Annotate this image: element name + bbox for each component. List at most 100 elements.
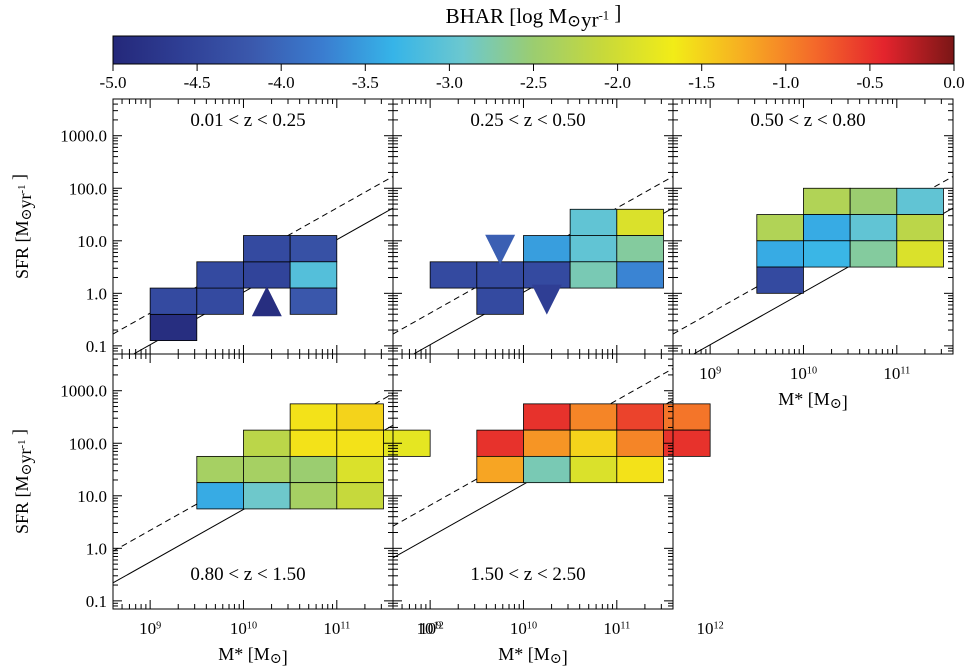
colorbar: BHAR [log M⊙yr-1 ] -5.0 -4.5 -4.0 -3.5 -3.0 -2… [100, 0, 965, 92]
colorbar-tick-label: -2.5 [520, 73, 547, 92]
colorbar-tick-label: -3.5 [352, 73, 379, 92]
heatmap-cell [616, 235, 664, 263]
colorbar-tick-label: -4.5 [184, 73, 211, 92]
heatmap-cell [476, 429, 524, 457]
heatmap-cell [523, 455, 571, 484]
x-tick-label: 1010 [230, 619, 257, 638]
heatmap-cell [663, 403, 711, 431]
heatmap-cell [523, 403, 571, 431]
heatmap-cell [243, 429, 291, 457]
colorbar-tick-label: -1.5 [688, 73, 715, 92]
y-tick-label: 0.1 [86, 337, 107, 356]
y-tick-label: 1000.0 [60, 382, 107, 401]
redshift-label: 0.01 < z < 0.25 [190, 110, 305, 131]
heatmap-cell [196, 455, 244, 484]
panel-2: 0.25 < z < 0.50 [392, 98, 674, 355]
colorbar-tick-label: -2.0 [604, 73, 631, 92]
heatmap-cell [616, 403, 664, 431]
panel-frame [672, 98, 954, 355]
heatmap-cell [569, 429, 618, 457]
heatmap-cell [289, 287, 338, 315]
y-tick-label: 1000.0 [60, 127, 107, 146]
colorbar-gradient [112, 35, 955, 65]
heatmap-cell [196, 261, 244, 289]
y-axis-label: SFR [M⊙yr-1 ] [9, 174, 35, 279]
heatmap-cell [896, 214, 944, 242]
heatmap-cell [569, 235, 618, 263]
x-tick-label: 1012 [697, 619, 724, 638]
heatmap-cell [756, 214, 804, 242]
heatmap-cell [429, 261, 478, 289]
heatmap-cell [476, 261, 524, 289]
heatmap-cell [336, 403, 384, 431]
heatmap-cell [523, 429, 571, 457]
heatmap-cell [243, 455, 291, 484]
x-axis-label: M* [M⊙] [218, 644, 288, 667]
y-tick-label: 10.0 [77, 232, 107, 251]
y-tick-label: 1.0 [86, 539, 107, 558]
heatmap-cell [849, 240, 898, 268]
y-tick-label: 100.0 [69, 179, 107, 198]
heatmap-cell [569, 261, 618, 289]
heatmap-cell [196, 482, 244, 510]
heatmap-cell [803, 240, 851, 268]
heatmap-cell [523, 261, 571, 289]
y-tick-label: 10.0 [77, 487, 107, 506]
panel-frame [392, 353, 674, 610]
redshift-label: 0.80 < z < 1.50 [190, 564, 305, 585]
heatmap-cell [896, 240, 944, 268]
heatmap-cell [523, 235, 571, 263]
redshift-label: 0.25 < z < 0.50 [470, 110, 585, 131]
redshift-label: 0.50 < z < 0.80 [750, 110, 865, 131]
heatmap-cell [616, 208, 664, 236]
y-tick-label: 0.1 [86, 592, 107, 611]
heatmap-cell [196, 287, 244, 315]
heatmap-cell [149, 287, 198, 315]
limit-triangle-up [251, 286, 282, 317]
colorbar-tick-label: -1.0 [772, 73, 799, 92]
heatmap-cell [616, 261, 664, 289]
y-tick-label: 1.0 [86, 284, 107, 303]
heatmap-cell [336, 455, 384, 484]
heatmap-cell [289, 403, 338, 431]
colorbar-tick-label: -4.0 [268, 73, 295, 92]
x-tick-label: 1010 [790, 364, 817, 383]
panel-5: 109 1010 1011 1012 M* [M⊙] 1.50 < z < 2.50 [392, 353, 724, 667]
y-tick-label: 100.0 [69, 434, 107, 453]
colorbar-tick-label: 0.0 [943, 73, 964, 92]
heatmap-cell [569, 208, 618, 236]
panel-grid: 0.1 1.0 10.0 100.0 1000.0 SFR [M⊙yr-1 ] 0.01 <… [9, 98, 954, 667]
heatmap-cell [289, 235, 338, 263]
heatmap-cell [896, 187, 944, 215]
heatmap-cell [243, 261, 291, 289]
limit-triangle-down [531, 284, 562, 315]
heatmap-cell [243, 235, 291, 263]
heatmap-cell [803, 187, 851, 215]
heatmap-cell [663, 429, 711, 457]
panel-4: 0.1 1.0 10.0 100.0 1000.0 SFR [M⊙yr-1 ] 109 101… [9, 353, 444, 667]
heatmap-cell [616, 429, 664, 457]
heatmap-cell [149, 313, 198, 342]
heatmap-cell [756, 240, 804, 268]
heatmap-cell [289, 482, 338, 510]
heatmap-cell [336, 482, 384, 510]
heatmap-cell [616, 455, 664, 484]
x-tick-label: 109 [139, 619, 161, 638]
x-axis-label: M* [M⊙] [498, 644, 568, 667]
x-tick-label: 1011 [883, 364, 910, 383]
colorbar-title: BHAR [log M⊙yr-1 ] [446, 0, 622, 31]
heatmap-cell [289, 261, 338, 289]
x-tick-label: 109 [699, 364, 721, 383]
redshift-label: 1.50 < z < 2.50 [470, 564, 585, 585]
heatmap-cell [476, 287, 524, 315]
heatmap-cell [476, 455, 524, 484]
heatmap-cell [289, 455, 338, 484]
panel-1: 0.1 1.0 10.0 100.0 1000.0 SFR [M⊙yr-1 ] 0.01 <… [9, 98, 394, 356]
y-axis-label: SFR [M⊙yr-1 ] [9, 429, 35, 534]
heatmap-cell [803, 214, 851, 242]
heatmap-cell [336, 429, 384, 457]
colorbar-tick-label: -5.0 [100, 73, 127, 92]
x-tick-label: 1010 [510, 619, 537, 638]
